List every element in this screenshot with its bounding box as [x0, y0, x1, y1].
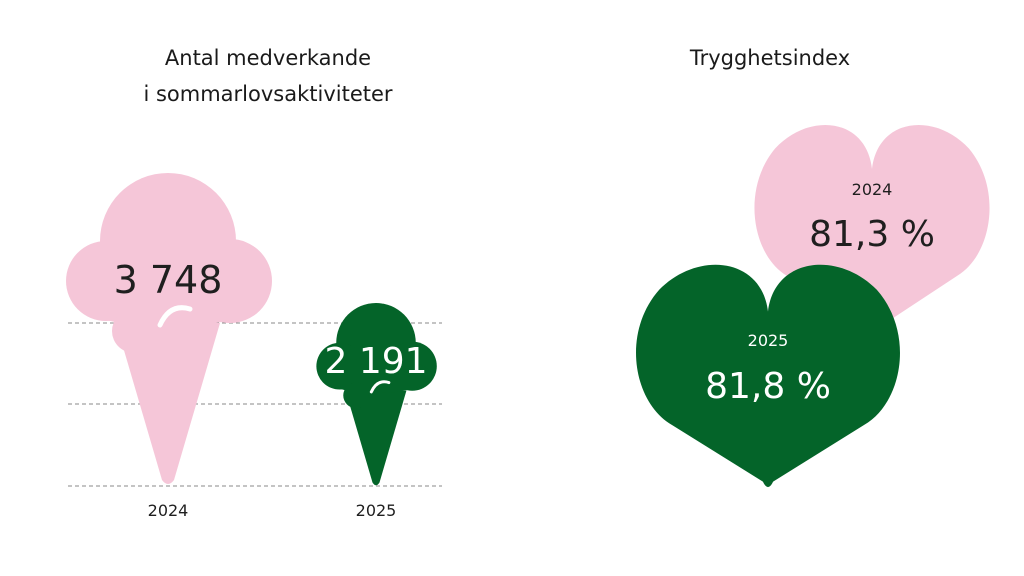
- x-tick-label: 2024: [148, 501, 189, 520]
- ice-cream-value-label: 2 191: [324, 341, 427, 382]
- heart-2025: 2025 81,8 %: [636, 264, 900, 488]
- chart-title-line-1: Antal medverkande: [164, 46, 372, 70]
- heart-value-label: 81,8 %: [705, 366, 831, 407]
- scoop-notch: [369, 380, 391, 394]
- ice-cream-bar: 3 748 2024: [66, 173, 272, 520]
- heart-value-label: 81,3 %: [809, 214, 935, 255]
- scoop-notch: [157, 305, 193, 328]
- chart-title-participants: Antal medverkande i sommarlovsaktivitete…: [98, 40, 438, 112]
- scoop-bottom: [319, 357, 433, 394]
- ice-cream-scoop: [316, 303, 437, 409]
- chart-title-line-2: i sommarlovsaktiviteter: [143, 82, 393, 106]
- heart-year-label: 2024: [852, 180, 893, 199]
- chart-title-safety-index: Trygghetsindex: [689, 46, 851, 70]
- ice-cream-cone: [116, 323, 220, 484]
- heart-mark: [636, 264, 900, 488]
- heart-chart: 2024 81,3 % 2025 81,8 %: [636, 124, 990, 488]
- ice-cream-cone: [345, 390, 407, 486]
- ice-cream-chart: 3 748 2024 2 191 2025: [66, 173, 442, 520]
- scoop-drip: [343, 382, 369, 409]
- ice-cream-value-label: 3 748: [114, 258, 223, 302]
- scoop-bottom: [72, 267, 264, 327]
- heart-year-label: 2025: [748, 331, 789, 350]
- ice-cream-bar: 2 191 2025: [316, 303, 437, 520]
- x-tick-label: 2025: [356, 501, 397, 520]
- ice-cream-scoop: [66, 173, 272, 353]
- scoop-drip: [112, 309, 156, 353]
